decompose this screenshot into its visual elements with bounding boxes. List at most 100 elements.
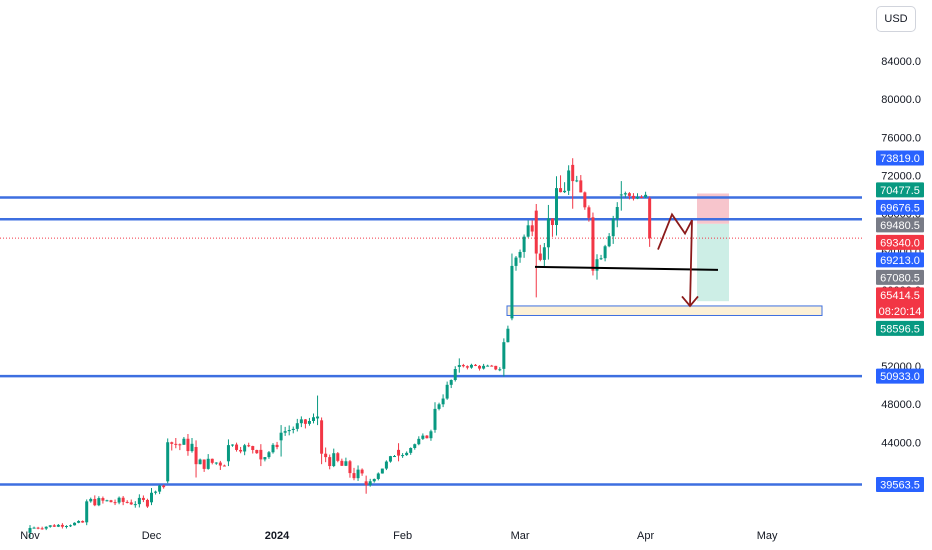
price-tag-label: 69213.0 [880, 255, 920, 267]
price-tag[interactable]: 58596.5 [876, 320, 924, 336]
candle-body [247, 445, 251, 447]
candle-body [133, 504, 137, 506]
price-tag[interactable]: 50933.0 [876, 368, 924, 384]
candle-body [384, 461, 388, 469]
y-tick-label: 48000.0 [881, 399, 921, 411]
candle-body [587, 207, 591, 218]
candle-body [368, 481, 372, 486]
candle-body [474, 364, 477, 366]
candle-body [194, 447, 198, 465]
candle-body [546, 218, 550, 248]
candle-body [44, 526, 48, 529]
candle-body [158, 485, 162, 492]
currency-button[interactable]: USD [876, 6, 916, 32]
x-tick-label: Apr [637, 530, 654, 542]
price-tag[interactable]: 69213.0 [876, 252, 924, 268]
take-profit-zone[interactable] [697, 223, 729, 302]
price-tag-bg [876, 150, 924, 166]
price-tag[interactable]: 69340.0 [876, 234, 924, 250]
candle-body [393, 456, 396, 458]
candle-body [324, 453, 328, 458]
support-trendline[interactable] [534, 265, 719, 271]
projection-path[interactable] [657, 212, 693, 306]
candle-body [105, 500, 109, 502]
candle-body [607, 236, 611, 247]
price-tag-bg [876, 477, 924, 493]
candle-body [640, 197, 644, 199]
candle-body [222, 465, 226, 467]
price-tag-label: 69676.5 [880, 202, 920, 214]
candle-body [433, 408, 437, 430]
price-tag[interactable]: 67080.5 [876, 269, 924, 285]
candle-body [73, 522, 77, 526]
candle-body [336, 453, 340, 461]
candle-body [239, 449, 243, 452]
candle-body [178, 444, 182, 446]
candle-body [206, 458, 210, 469]
x-tick-label: Mar [511, 530, 530, 542]
candle-body [279, 432, 283, 441]
candle-body [591, 217, 595, 271]
y-tick-label: 84000.0 [881, 56, 921, 68]
candle-body [478, 365, 482, 369]
candle-body [344, 461, 348, 466]
candle-body [190, 443, 194, 452]
candle-body [595, 259, 599, 271]
candle-body [461, 365, 465, 367]
candle-body [52, 525, 56, 527]
price-tag[interactable]: 70477.5 [876, 182, 924, 198]
y-tick-label: 76000.0 [881, 132, 921, 144]
candle-body [575, 180, 579, 182]
price-tag-label: 65414.5 [880, 290, 920, 302]
x-tick-label: Nov [20, 530, 40, 542]
candle-body [40, 528, 44, 530]
candle-body [137, 497, 141, 505]
candle-body [129, 502, 133, 505]
candle-body [409, 447, 413, 453]
candle-body [64, 525, 68, 527]
price-tag-bg [876, 368, 924, 384]
candle-body [648, 198, 652, 239]
demand-zone[interactable] [506, 305, 823, 316]
candle-body [320, 420, 324, 454]
candle-body [486, 365, 490, 367]
candle-body [166, 442, 170, 482]
x-tick-label: 2024 [265, 530, 290, 542]
candle-body [615, 207, 619, 219]
price-tag-label: 39563.5 [880, 480, 920, 492]
candle-body [376, 473, 380, 479]
price-tag-bg [876, 252, 924, 268]
price-tag[interactable]: 73819.0 [876, 150, 924, 166]
candle-body [482, 365, 486, 369]
candle-body [48, 525, 52, 527]
candle-body [259, 449, 263, 460]
candle-body [235, 444, 239, 450]
candle-body [510, 265, 514, 319]
candle-body [36, 527, 40, 529]
y-tick-label: 80000.0 [881, 94, 921, 106]
candle-body [186, 438, 190, 452]
price-tag[interactable]: 69676.5 [876, 199, 924, 215]
candle-body [453, 369, 457, 381]
candle-body [303, 419, 307, 424]
candle-body [360, 469, 364, 474]
price-tag[interactable]: 39563.5 [876, 477, 924, 493]
candle-body [514, 257, 518, 266]
price-tag[interactable]: 69480.5 [876, 217, 924, 233]
candle-body [77, 521, 81, 523]
candle-body [534, 210, 538, 254]
candle-body [599, 258, 603, 260]
price-tag[interactable]: 65414.5 08:20:14 [876, 287, 924, 319]
candle-body [469, 364, 473, 368]
candle-body [154, 491, 158, 493]
candle-body [307, 420, 311, 424]
candle-body [603, 246, 607, 259]
price-tag-label: 73819.0 [880, 153, 920, 165]
candle-body [202, 459, 206, 469]
y-tick-label: 44000.0 [881, 437, 921, 449]
candle-body [437, 404, 441, 409]
candle-body [81, 521, 85, 523]
candle-body [538, 253, 542, 260]
y-tick-label: 72000.0 [881, 170, 921, 182]
